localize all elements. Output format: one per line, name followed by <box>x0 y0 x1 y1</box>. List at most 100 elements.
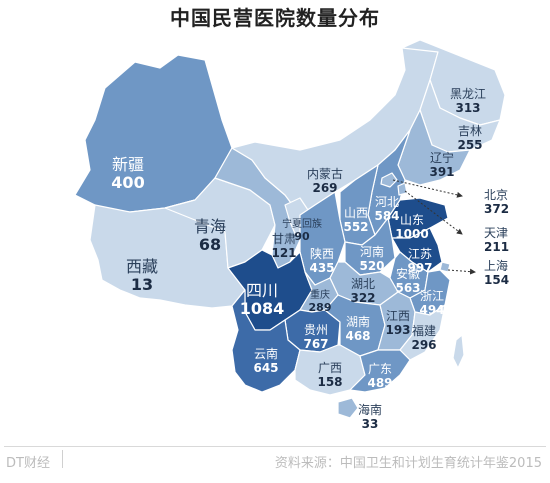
province-value: 211 <box>484 240 509 254</box>
province-value: 90 <box>294 230 310 243</box>
brand-logo-text: DT财经 <box>6 456 50 471</box>
province-name: 广西 <box>318 361 342 375</box>
province-name: 江苏 <box>408 247 432 261</box>
footer-divider <box>62 450 63 468</box>
source-note: 资料来源：中国卫生和计划生育统计年鉴2015 <box>274 456 542 471</box>
province-value: 468 <box>345 329 370 343</box>
province-value: 33 <box>362 417 379 431</box>
province-name: 山西 <box>344 206 368 220</box>
footer-rule <box>4 446 546 447</box>
province-value: 400 <box>111 173 144 192</box>
province-name: 广东 <box>368 362 392 376</box>
province-name: 内蒙古 <box>307 166 343 181</box>
province-name: 上海 <box>484 258 508 273</box>
province-tianjin[interactable] <box>397 182 408 196</box>
province-name: 湖北 <box>351 276 375 291</box>
map-title: 中国民营医院数量分布 <box>170 6 380 30</box>
leader-line-shanghai <box>447 268 476 275</box>
province-name: 甘肃 <box>272 232 296 246</box>
province-name: 西藏 <box>126 257 158 276</box>
province-guangdong[interactable] <box>349 349 411 393</box>
province-value: 584 <box>374 209 399 223</box>
province-name: 云南 <box>254 346 278 361</box>
province-value: 289 <box>309 301 332 314</box>
province-name: 江西 <box>386 309 410 323</box>
province-value: 296 <box>411 338 436 352</box>
province-name: 宁夏回族 <box>282 217 322 230</box>
province-value: 489 <box>367 376 392 390</box>
province-name: 黑龙江 <box>450 87 486 101</box>
province-value: 269 <box>312 181 337 195</box>
province-name: 浙江 <box>420 289 444 303</box>
province-value: 997 <box>407 261 432 275</box>
province-name: 福建 <box>412 323 436 338</box>
province-name: 天津 <box>484 226 508 240</box>
province-value: 193 <box>385 323 410 337</box>
province-name: 四川 <box>246 281 278 300</box>
province-value: 435 <box>309 261 334 275</box>
province-name: 海南 <box>358 402 382 417</box>
province-value: 767 <box>303 337 328 351</box>
province-name: 河北 <box>375 195 399 209</box>
province-hainan[interactable] <box>337 397 359 419</box>
province-value: 1000 <box>395 227 428 241</box>
province-value: 313 <box>455 101 480 115</box>
province-value: 255 <box>457 138 482 152</box>
province-shanghai[interactable] <box>439 261 451 273</box>
province-name: 重庆 <box>310 288 330 301</box>
province-value: 68 <box>199 235 221 254</box>
province-value: 1084 <box>240 299 285 318</box>
province-value: 494 <box>419 303 444 317</box>
province-value: 121 <box>271 246 296 260</box>
province-beijing[interactable] <box>380 172 398 188</box>
province-name: 新疆 <box>112 155 144 174</box>
province-name: 辽宁 <box>430 150 454 165</box>
province-value: 158 <box>317 375 342 389</box>
province-value: 322 <box>350 291 375 305</box>
province-value: 552 <box>343 220 368 234</box>
province-taiwan <box>452 334 465 369</box>
province-value: 13 <box>131 275 153 294</box>
province-name: 北京 <box>484 188 508 202</box>
province-name: 贵州 <box>304 323 328 337</box>
province-name: 青海 <box>194 217 226 236</box>
province-value: 391 <box>429 165 454 179</box>
province-yunnan[interactable] <box>231 289 301 393</box>
province-name: 陕西 <box>310 246 334 261</box>
province-name: 山东 <box>400 213 424 227</box>
province-name: 湖南 <box>346 314 370 329</box>
province-name: 河南 <box>360 244 384 259</box>
province-value: 520 <box>359 259 384 273</box>
leader-lines <box>392 179 476 275</box>
province-name: 安徽 <box>396 266 420 281</box>
